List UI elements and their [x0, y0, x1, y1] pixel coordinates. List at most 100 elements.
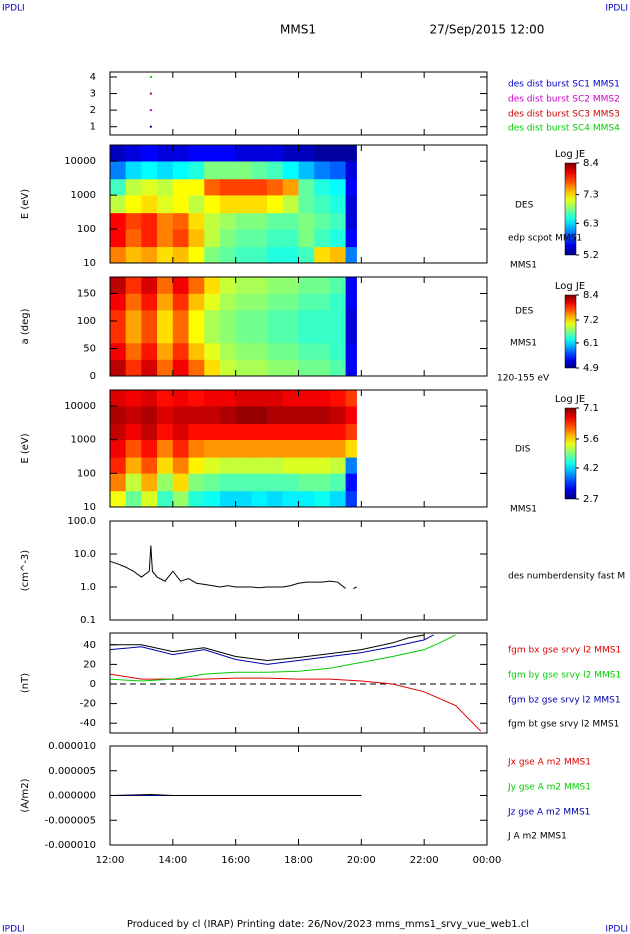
heatmap-cell	[345, 178, 357, 196]
colorbar-tick-label: 7.1	[583, 403, 599, 414]
heatmap-cell	[235, 457, 252, 474]
heatmap-cell	[235, 161, 252, 180]
panel	[110, 145, 357, 264]
legend-entry: des dist burst SC3 MMS3	[508, 110, 620, 120]
heatmap-cell	[172, 293, 189, 311]
heatmap-cell	[329, 246, 346, 264]
heatmap-cell	[314, 310, 331, 327]
heatmap-cell	[251, 406, 268, 424]
heatmap-cell	[141, 490, 158, 508]
heatmap-cell	[235, 145, 252, 162]
heatmap-cell	[219, 195, 236, 214]
heatmap-cell	[172, 473, 189, 492]
heatmap-cell	[267, 145, 284, 162]
heatmap-cell	[110, 310, 127, 327]
y-tick-label: 1000	[71, 435, 96, 446]
y-tick-label: -0.000010	[45, 840, 96, 851]
heatmap-cell	[141, 473, 158, 492]
heatmap-cell	[110, 293, 127, 311]
heatmap-cell	[188, 277, 205, 294]
heatmap-cell	[251, 293, 268, 311]
heatmap-cell	[267, 246, 284, 264]
annotation: 120-155 eV	[497, 374, 550, 384]
heatmap-cell	[172, 359, 189, 377]
heatmap-cell	[141, 161, 158, 180]
heatmap-cell	[267, 490, 284, 508]
heatmap-cell	[204, 293, 221, 311]
heatmap-cell	[125, 178, 142, 196]
heatmap-cell	[314, 343, 331, 360]
heatmap-cell	[345, 212, 357, 230]
heatmap-cell	[298, 343, 315, 360]
heatmap-cell	[282, 195, 299, 214]
heatmap-cell	[282, 490, 299, 508]
heatmap-cell	[329, 359, 346, 377]
legend-entry: Jy gse A m2 MMS1	[507, 783, 591, 793]
heatmap-cell	[251, 229, 268, 248]
heatmap-cell	[251, 212, 268, 230]
panel-frame	[109, 520, 488, 621]
heatmap-cell	[251, 439, 268, 458]
heatmap-cell	[125, 423, 142, 441]
y-axis-label: (A/m2)	[20, 778, 31, 812]
heatmap-cell	[251, 277, 268, 294]
heatmap-cell	[282, 161, 299, 180]
heatmap-cell	[267, 406, 284, 424]
heatmap-cell	[157, 145, 174, 162]
y-axis-label: E (eV)	[20, 189, 31, 219]
legend-entry: fgm bx gse srvy l2 MMS1	[508, 646, 621, 656]
heatmap-cell	[172, 212, 189, 230]
heatmap-cell	[204, 161, 221, 180]
heatmap-cell	[110, 326, 127, 344]
annotation: MMS1	[510, 339, 537, 349]
heatmap-cell	[345, 310, 357, 327]
heatmap-cell	[282, 246, 299, 264]
heatmap-cell	[329, 457, 346, 474]
heatmap-cell	[345, 423, 357, 441]
heatmap-cell	[141, 277, 158, 294]
mission: MMS1	[280, 23, 316, 37]
x-tick-label: 16:00	[221, 855, 250, 866]
data-line	[109, 545, 357, 589]
heatmap-cell	[219, 343, 236, 360]
heatmap-cell	[314, 178, 331, 196]
annotation: MMS1	[510, 261, 537, 271]
heatmap-cell	[188, 229, 205, 248]
y-tick-label: 0	[90, 679, 96, 690]
legend-entry: des dist burst SC2 MMS2	[508, 95, 620, 105]
heatmap-cell	[141, 310, 158, 327]
heatmap-cell	[267, 423, 284, 441]
y-tick-label: 100	[77, 316, 96, 327]
heatmap-cell	[345, 359, 357, 377]
heatmap-cell	[235, 195, 252, 214]
x-tick-label: 18:00	[284, 855, 313, 866]
heatmap-cell	[251, 359, 268, 377]
heatmap-cell	[267, 212, 284, 230]
heatmap-cell	[314, 212, 331, 230]
heatmap-cell	[125, 457, 142, 474]
heatmap-cell	[329, 326, 346, 344]
y-tick-label: 1	[90, 122, 96, 133]
footer: Produced by cl (IRAP) Printing date: 26/…	[127, 919, 529, 930]
heatmap-cell	[219, 246, 236, 264]
heatmap-cell	[345, 343, 357, 360]
heatmap-cell	[125, 310, 142, 327]
heatmap-cell	[235, 473, 252, 492]
heatmap-cell	[188, 246, 205, 264]
heatmap-cell	[110, 212, 127, 230]
heatmap-cell	[282, 457, 299, 474]
heatmap-cell	[267, 326, 284, 344]
heatmap-cell	[298, 326, 315, 344]
heatmap-cell	[329, 310, 346, 327]
y-axis-label: E (eV)	[20, 433, 31, 463]
heatmap-cell	[314, 423, 331, 441]
heatmap-cell	[251, 473, 268, 492]
heatmap-cell	[141, 178, 158, 196]
heatmap-cell	[329, 293, 346, 311]
logo: IPDLI	[605, 4, 628, 14]
heatmap-cell	[125, 195, 142, 214]
heatmap-cell	[282, 359, 299, 377]
heatmap-cell	[235, 178, 252, 196]
heatmap-cell	[282, 439, 299, 458]
heatmap-cell	[219, 161, 236, 180]
